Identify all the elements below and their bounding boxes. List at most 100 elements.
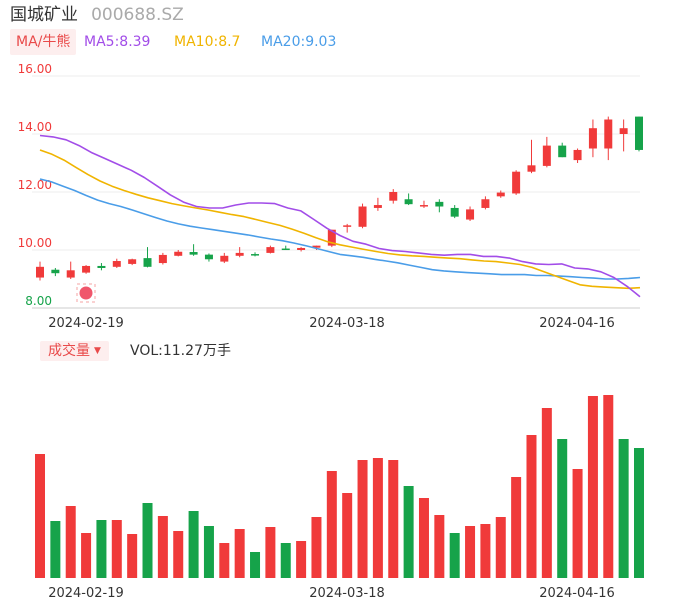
volume-x-label: 2024-02-19 bbox=[48, 586, 124, 601]
volume-bar bbox=[203, 526, 214, 578]
candle-body bbox=[343, 225, 352, 227]
candle-body bbox=[189, 252, 198, 255]
volume-bar bbox=[142, 503, 153, 578]
candle-body bbox=[66, 270, 75, 278]
candle-body bbox=[527, 165, 536, 172]
volume-legend: 成交量 ▼ VOL:11.27万手 bbox=[40, 341, 231, 361]
candle-body bbox=[466, 209, 475, 220]
candle-body bbox=[297, 247, 306, 250]
candle-body bbox=[373, 205, 382, 208]
candle-body bbox=[235, 252, 244, 256]
y-tick-label: 14.00 bbox=[18, 120, 52, 134]
stock-header: 国城矿业 000688.SZ bbox=[10, 3, 184, 27]
ma20-value: MA20:9.03 bbox=[261, 34, 337, 50]
volume-x-label: 2024-04-16 bbox=[539, 586, 615, 601]
y-tick-label: 16.00 bbox=[18, 62, 52, 76]
volume-bar bbox=[342, 493, 353, 578]
volume-bar bbox=[250, 552, 261, 578]
ma10-line bbox=[39, 149, 641, 290]
volume-bar bbox=[50, 521, 61, 578]
candle-body bbox=[542, 145, 551, 166]
volume-bar bbox=[65, 506, 76, 578]
volume-bar bbox=[311, 517, 322, 578]
volume-bar bbox=[480, 524, 491, 578]
y-tick-label: 10.00 bbox=[18, 236, 52, 250]
volume-bar bbox=[127, 534, 138, 578]
volume-bar bbox=[434, 515, 445, 578]
price-x-label: 2024-02-19 bbox=[48, 316, 124, 331]
volume-value: VOL:11.27万手 bbox=[130, 343, 231, 359]
candle-body bbox=[604, 119, 613, 149]
volume-bar bbox=[265, 527, 276, 578]
ma5-value: MA5:8.39 bbox=[84, 34, 151, 50]
candle-body bbox=[251, 254, 260, 256]
candle-body bbox=[220, 255, 229, 262]
volume-bar bbox=[418, 498, 429, 578]
ma-legend: MA/牛熊 MA5:8.39 MA10:8.7 MA20:9.03 bbox=[10, 29, 336, 55]
volume-bar bbox=[495, 517, 506, 578]
price-x-label: 2024-03-18 bbox=[309, 316, 385, 331]
candle-body bbox=[312, 245, 321, 248]
volume-bar bbox=[465, 526, 476, 578]
candle-body bbox=[128, 259, 137, 264]
candle-body bbox=[97, 265, 106, 268]
volume-bar bbox=[526, 435, 537, 578]
volume-bar bbox=[326, 471, 337, 578]
candle-body bbox=[36, 266, 44, 278]
volume-bar bbox=[587, 396, 598, 578]
candle-body bbox=[174, 251, 183, 256]
candle-body bbox=[481, 199, 490, 208]
stock-name: 国城矿业 bbox=[10, 5, 78, 25]
volume-bar bbox=[111, 520, 122, 578]
signal-marker-frame bbox=[76, 283, 96, 303]
ma-indicator-selector[interactable]: MA/牛熊 bbox=[10, 29, 77, 55]
candle-body bbox=[266, 247, 275, 253]
candle-body bbox=[573, 149, 582, 161]
volume-bar bbox=[35, 454, 45, 578]
candle-body bbox=[635, 116, 643, 150]
volume-bar bbox=[96, 520, 107, 578]
ma10-value: MA10:8.7 bbox=[174, 34, 241, 50]
candle-body bbox=[204, 254, 213, 260]
caret-down-icon: ▼ bbox=[94, 346, 101, 356]
volume-bar bbox=[388, 460, 399, 578]
ma20-line bbox=[39, 178, 641, 280]
candle-body bbox=[281, 248, 290, 251]
candle-body bbox=[419, 205, 428, 207]
candle-body bbox=[327, 229, 336, 246]
volume-bar bbox=[219, 543, 230, 578]
candle-body bbox=[435, 201, 444, 207]
candle-body bbox=[450, 207, 459, 217]
ma5-line bbox=[39, 134, 641, 298]
candle-body bbox=[82, 265, 91, 273]
volume-tag-label: 成交量 bbox=[48, 343, 90, 359]
y-tick-label: 8.00 bbox=[25, 294, 52, 308]
volume-bar bbox=[81, 533, 92, 578]
candle-body bbox=[558, 145, 567, 158]
volume-bar bbox=[541, 408, 552, 578]
volume-bar bbox=[357, 460, 368, 578]
candle-body bbox=[51, 269, 60, 274]
volume-indicator-selector[interactable]: 成交量 ▼ bbox=[40, 341, 109, 361]
candle-body bbox=[112, 261, 121, 267]
volume-bar bbox=[188, 511, 199, 578]
volume-bar bbox=[449, 533, 460, 578]
volume-bar bbox=[634, 448, 644, 578]
price-x-label: 2024-04-16 bbox=[539, 316, 615, 331]
candle-body bbox=[496, 192, 505, 197]
volume-bar bbox=[372, 458, 383, 578]
volume-bar bbox=[511, 477, 522, 578]
candle-body bbox=[588, 128, 597, 149]
volume-bar bbox=[157, 516, 168, 578]
volume-bar bbox=[603, 395, 614, 578]
volume-bar bbox=[234, 529, 245, 578]
volume-bar bbox=[173, 531, 184, 578]
volume-bar bbox=[403, 486, 414, 578]
bull-signal-icon bbox=[79, 286, 93, 300]
candle-body bbox=[358, 206, 367, 227]
candle-body bbox=[158, 254, 167, 264]
volume-bar bbox=[572, 469, 583, 578]
volume-bar bbox=[296, 541, 307, 578]
candle-body bbox=[512, 171, 521, 194]
